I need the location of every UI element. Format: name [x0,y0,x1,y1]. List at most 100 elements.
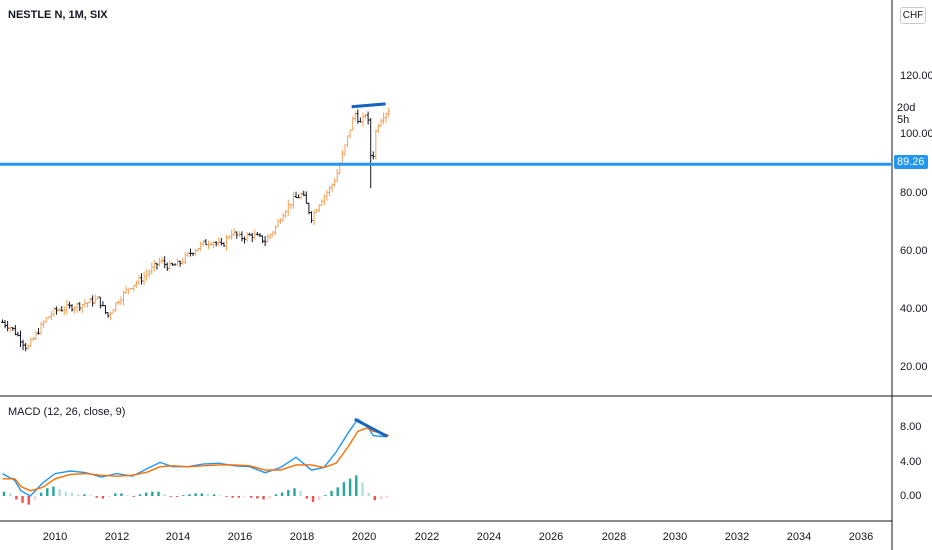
ohlc-bar [34,331,38,341]
price-tick: 120.00 [900,70,932,82]
ohlc-bar [206,240,210,250]
ohlc-bar [201,240,205,247]
time-tick: 2034 [787,531,811,543]
histogram-bar [250,496,253,498]
ohlc-bar [44,317,48,324]
ohlc-bar [26,344,30,350]
ohlc-bar [62,305,66,316]
ohlc-bar [330,183,334,192]
macd-histogram [2,475,389,505]
ohlc-bar [80,303,84,314]
histogram-bar [163,494,166,496]
macd-trendline[interactable] [354,417,388,438]
ohlc-bar [194,248,198,257]
histogram-bar [64,491,68,496]
time-tick: 2020 [352,531,376,543]
ohlc-bar [13,324,17,336]
ohlc-bar [52,307,56,317]
ohlc-bar [158,257,162,267]
histogram-bar [256,496,259,499]
histogram-bar [280,492,284,496]
ohlc-bar [11,327,15,332]
currency-button[interactable]: CHF [900,7,926,24]
ohlc-bar [387,107,391,118]
ohlc-bar [96,296,100,300]
ohlc-bar [212,241,216,249]
ohlc-bar [181,258,185,265]
histogram-bar [89,495,92,496]
ohlc-bar [170,262,174,266]
histogram-bar [330,490,333,496]
ohlc-bar [304,191,308,204]
ohlc-bar [101,301,105,307]
ohlc-bar [327,186,331,197]
histogram-bar [120,493,123,496]
ohlc-bar [178,260,182,267]
price-axis[interactable]: 120.00 100.00 80.00 60.00 40.00 20.00 [900,70,932,373]
symbol-title[interactable]: NESTLE N, 1M, SIX [8,9,108,21]
bar-countdown-badge: 20d 5h [894,101,932,127]
ohlc-bar [307,202,311,215]
ohlc-bar [312,209,316,226]
ohlc-bar [88,297,92,304]
histogram-bar [206,494,210,496]
ohlc-bar [209,241,213,246]
ohlc-bar [150,262,154,275]
histogram-bar [138,494,142,496]
ohlc-bar [281,212,285,222]
histogram-bar [379,496,383,500]
ohlc-bar [302,190,306,196]
histogram-bar [70,492,74,496]
ohlc-bar [289,204,293,210]
ohlc-bar [263,236,267,247]
ohlc-bar [222,242,226,247]
ohlc-bar [60,306,64,312]
ohlc-bar [366,111,370,125]
ohlc-bar [93,294,97,305]
histogram-bar [317,496,321,501]
ohlc-bar [137,275,141,285]
ohlc-bar [224,234,228,252]
ohlc-bar [253,229,257,240]
histogram-bar [299,490,302,496]
histogram-bar [324,495,327,496]
ohlc-bar [98,296,102,309]
ohlc-bar [73,305,77,314]
histogram-bar [101,496,105,499]
ohlc-bar [258,232,262,238]
ohlc-bar [155,262,159,270]
time-axis[interactable]: 2010 2012 2014 2016 2018 2020 2022 2024 … [43,531,873,543]
price-tick: 40.00 [900,303,928,315]
histogram-bar [237,496,241,498]
ohlc-bar [103,305,107,315]
macd-indicator-title[interactable]: MACD (12, 26, close, 9) [8,406,126,418]
ohlc-bar [24,342,28,352]
histogram-bar [21,496,24,503]
ohlc-bar [165,262,169,272]
histogram-bar [151,491,154,496]
level-price-badge: 89.26 [894,155,928,169]
ohlc-bar [348,129,352,139]
histogram-bar [182,495,185,496]
histogram-bar [385,496,389,498]
ohlc-bar [119,296,123,305]
histogram-bar [157,491,160,496]
ohlc-bar [204,239,208,246]
ohlc-bar [309,211,313,223]
price-trendline[interactable] [351,102,386,109]
histogram-bar [262,496,265,500]
ohlc-bar [361,112,365,127]
macd-tick: 8.00 [900,421,921,433]
ohlc-bar [114,302,118,313]
ohlc-bar [0,319,4,323]
histogram-bar [114,493,117,496]
ohlc-bar [16,331,20,337]
histogram-bar [231,496,234,498]
ohlc-bar [106,312,110,318]
macd-axis[interactable]: 8.00 4.00 0.00 [900,421,921,502]
histogram-bar [76,494,80,496]
histogram-bar [39,492,43,496]
ohlc-bar [384,112,388,123]
ohlc-bar [325,189,329,201]
